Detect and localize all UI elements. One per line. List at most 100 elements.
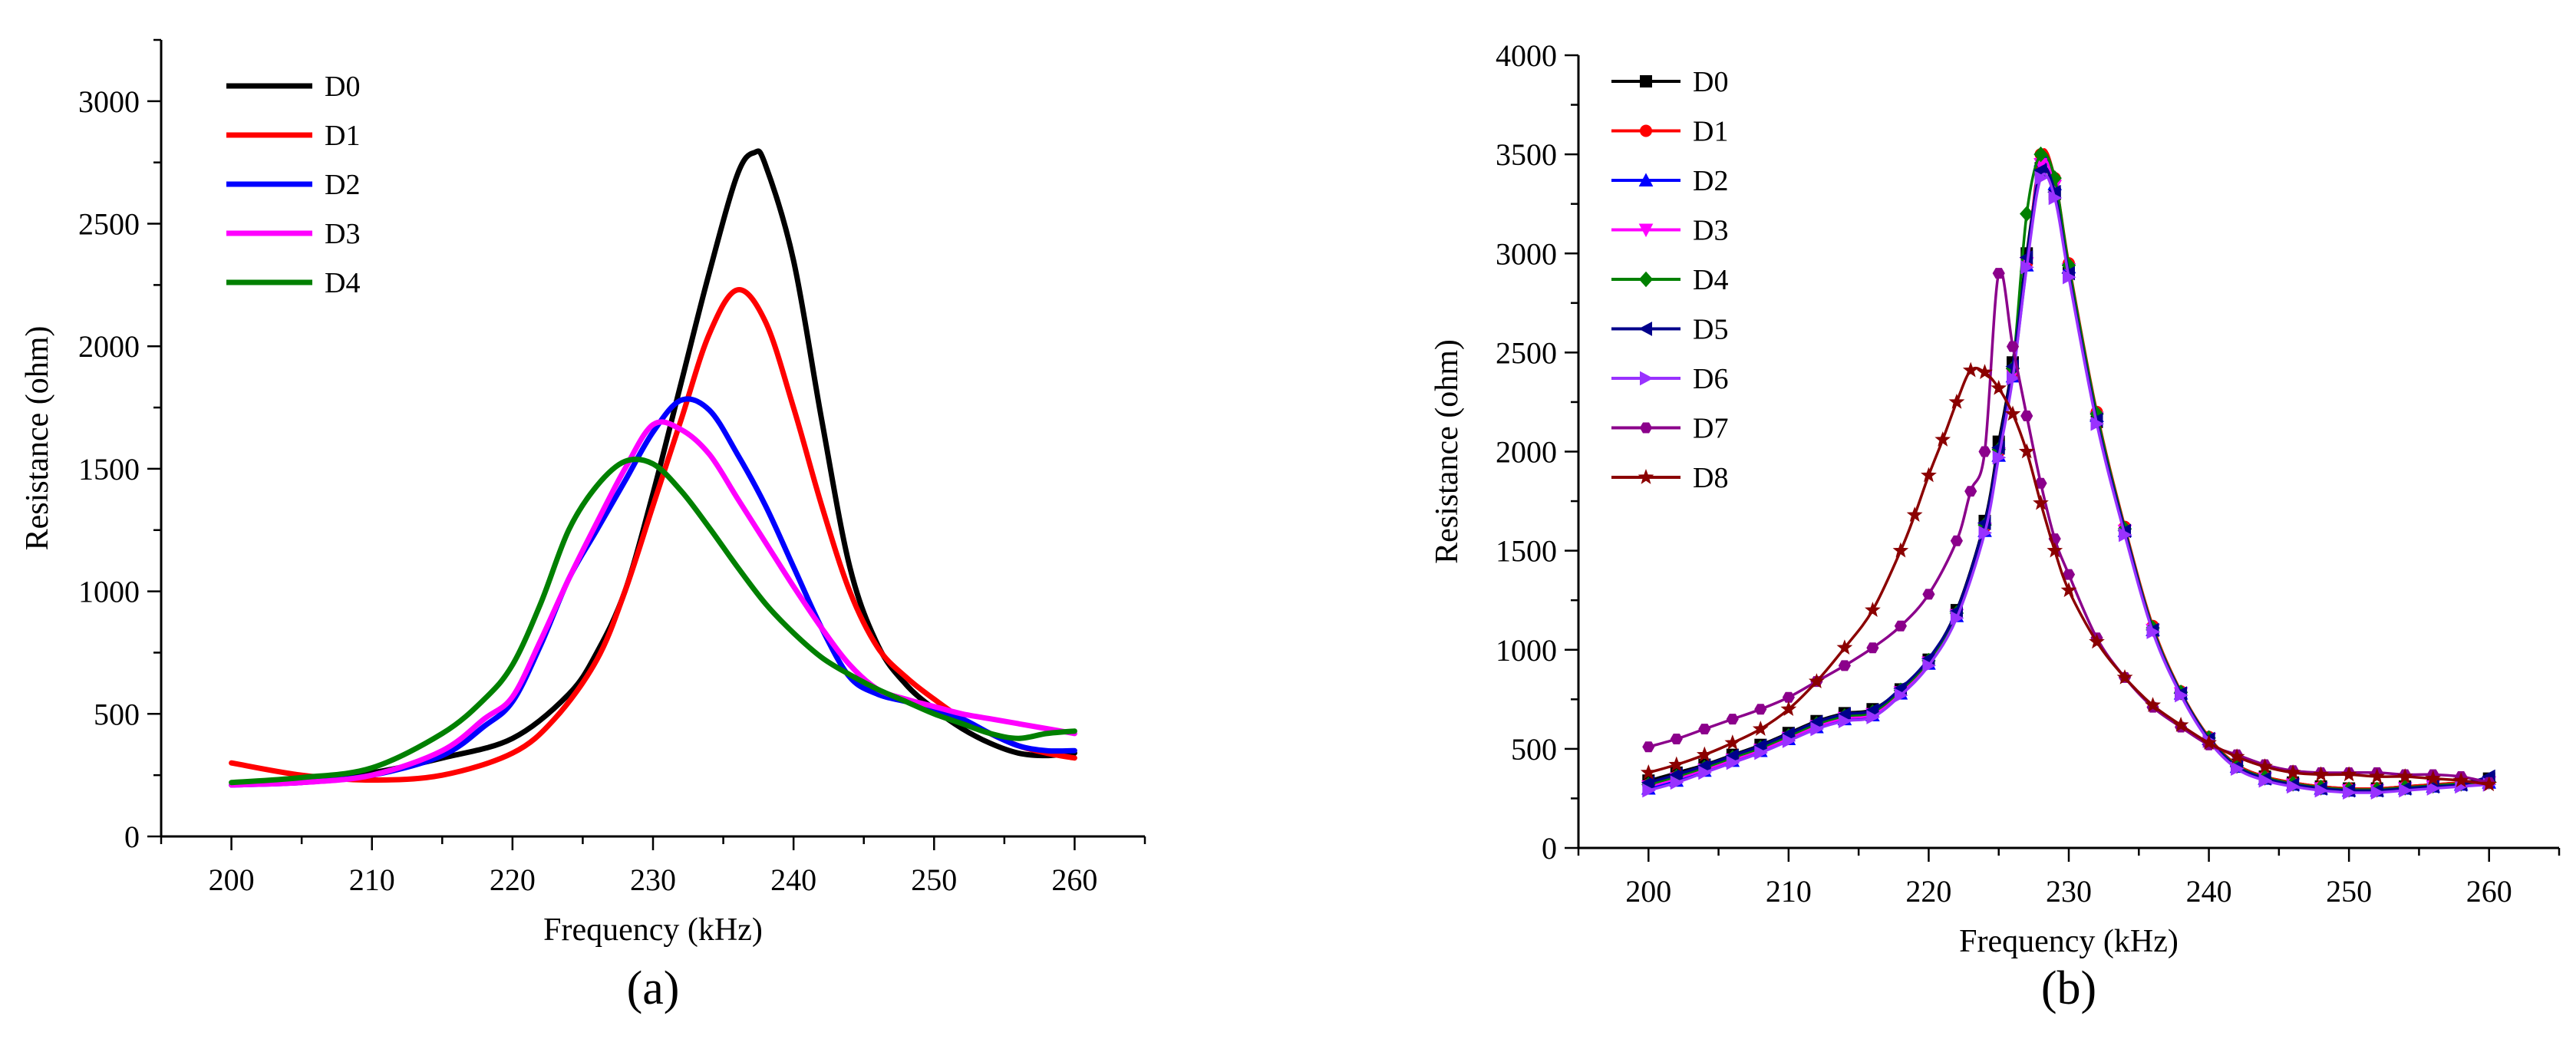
data-point (1866, 710, 1880, 724)
y-tick-label: 2500 (78, 207, 140, 242)
data-point (1906, 506, 1923, 522)
data-point (1726, 755, 1740, 770)
y-tick-label: 4000 (1496, 38, 1557, 73)
legend-item-D5: D5 (1611, 314, 1728, 346)
legend-label: D2 (325, 169, 360, 201)
data-point (1836, 639, 1853, 655)
data-point (2060, 582, 2077, 598)
series-line-D3 (1647, 158, 2491, 793)
series-line-D1 (229, 287, 1077, 783)
legend-label: D2 (1693, 165, 1728, 197)
x-tick-label: 220 (490, 863, 536, 897)
data-point (2284, 764, 2301, 780)
data-point (2146, 625, 2161, 639)
data-point (2370, 785, 2385, 800)
data-point (1670, 734, 1683, 744)
data-point (1668, 756, 1685, 772)
panel-label: (b) (2041, 962, 2096, 1014)
legend-item-D3: D3 (226, 218, 360, 250)
chart-panel-b: 200 210 220 230 240 250 260 0 500 1000 1500 2000 250… (1430, 38, 2561, 1014)
series-line-D2 (1647, 154, 2491, 793)
x-tick-label: 230 (630, 863, 676, 897)
data-point (2033, 146, 2048, 163)
y-tick-label: 2000 (78, 329, 140, 364)
series-line-D4 (1647, 151, 2491, 791)
x-tick-label: 210 (349, 863, 395, 897)
x-tick-label: 210 (1766, 874, 1812, 909)
series-line-D1 (1647, 148, 2491, 790)
data-point (1950, 611, 1964, 625)
legend-label: D1 (1693, 116, 1728, 148)
legend-item-D3: D3 (1611, 215, 1728, 247)
data-point (1922, 589, 1935, 600)
data-point (1948, 393, 1965, 409)
data-point (1698, 724, 1711, 734)
data-point (1838, 660, 1851, 671)
data-point (1977, 364, 1993, 380)
legend-item-D2: D2 (226, 169, 360, 201)
data-point (2020, 411, 2033, 421)
data-point (1992, 268, 2005, 279)
legend-label: D6 (1693, 363, 1728, 395)
data-point (1922, 658, 1936, 673)
legend-label: D1 (325, 120, 360, 152)
data-point (1669, 767, 1683, 782)
series-D3 (229, 419, 1077, 788)
data-point (2201, 734, 2217, 750)
data-point (2369, 768, 2386, 783)
legend-item-D1: D1 (226, 120, 360, 152)
x-tick-label: 220 (1905, 874, 1951, 909)
series-line-D2 (229, 396, 1077, 788)
legend-marker (1639, 422, 1653, 434)
x-tick-label: 250 (911, 863, 957, 897)
y-tick-label: 2500 (1496, 335, 1557, 370)
data-point (2007, 371, 2020, 386)
legend-marker (1638, 173, 1654, 186)
legend-label: D0 (325, 71, 360, 103)
legend-label: D7 (1693, 413, 1728, 445)
legend-item-D0: D0 (1611, 66, 1728, 98)
data-point (2006, 341, 2020, 352)
x-tick-label: 240 (770, 863, 816, 897)
data-point (2090, 416, 2105, 431)
series-D4 (229, 457, 1077, 786)
data-point (1950, 535, 1963, 546)
legend-marker (1638, 469, 1654, 484)
legend-item-D4: D4 (1611, 264, 1728, 296)
data-point (1838, 714, 1852, 729)
x-tick-label: 260 (2466, 874, 2512, 909)
data-point (1696, 746, 1713, 762)
y-tick-label: 0 (124, 820, 140, 854)
legend-label: D3 (1693, 215, 1728, 247)
panel-label: (a) (627, 962, 680, 1014)
data-point (1894, 620, 1907, 632)
series-D4 (1641, 146, 2496, 798)
series-D2 (1641, 153, 2497, 797)
y-tick-label: 0 (1542, 831, 1557, 866)
data-point (1641, 775, 1655, 790)
series-D3 (1641, 158, 2497, 798)
data-point (1978, 446, 1991, 457)
x-tick-label: 250 (2326, 874, 2372, 909)
legend-marker (1638, 223, 1654, 238)
data-point (2343, 785, 2357, 800)
data-point (2313, 766, 2330, 782)
data-point (1642, 741, 1655, 753)
x-tick-label: 200 (1625, 874, 1671, 909)
legend-item-D7: D7 (1611, 413, 1728, 445)
legend-item-D0: D0 (226, 71, 360, 103)
data-point (2020, 259, 2034, 275)
legend-label: D4 (325, 267, 360, 299)
data-point (2175, 688, 2188, 703)
data-point (2089, 633, 2105, 649)
legend-label: D8 (1693, 462, 1728, 494)
data-point (1962, 361, 1979, 378)
data-point (2314, 783, 2329, 798)
y-tick-label: 3500 (1496, 137, 1557, 172)
y-axis-title: Resistance (ohm) (20, 326, 55, 551)
series-D8 (1640, 361, 2498, 792)
data-point (2018, 443, 2035, 459)
data-point (1670, 775, 1684, 790)
data-point (2399, 783, 2413, 798)
